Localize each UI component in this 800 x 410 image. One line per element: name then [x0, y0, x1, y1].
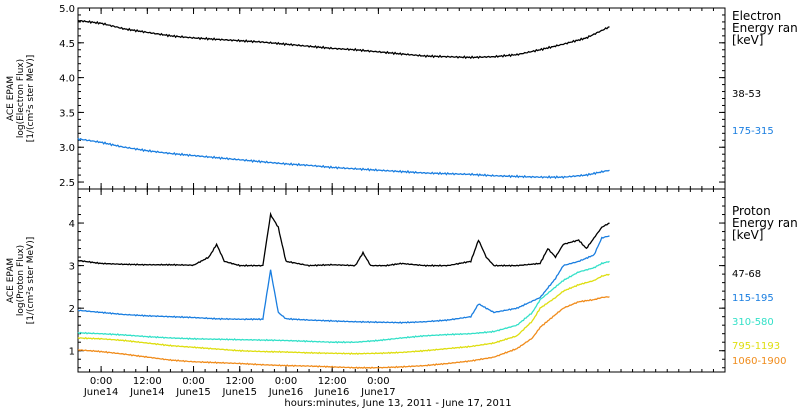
legend-item-38-53: 38-53	[732, 89, 761, 100]
series-line-38-53	[77, 19, 610, 60]
y-tick-label: 2.5	[59, 178, 75, 189]
x-axis-label: hours:minutes, June 13, 2011 - June 17, …	[284, 398, 511, 409]
series-line-795-1193	[77, 273, 610, 356]
x-tick-label-date: June17	[360, 387, 396, 398]
x-tick-label-time: 0:00	[90, 376, 112, 387]
x-tick-label-time: 0:00	[275, 376, 297, 387]
legend-item-175-315: 175-315	[732, 126, 774, 137]
y-tick-label: 3	[69, 262, 75, 273]
series-line-1060-1900	[77, 296, 610, 370]
x-tick-label-date: June15	[221, 387, 257, 398]
y-tick-label: 1	[69, 347, 75, 358]
plot-frame	[77, 188, 726, 373]
electron-panel: 2.5 3.0 3.5 4.0 4.5 5.0 ACE EPAM log(Electron F…	[6, 4, 798, 190]
y-tick-label: 4.0	[59, 74, 75, 85]
y-tick-label: 4	[69, 219, 75, 230]
x-tick-label-time: 0:00	[367, 376, 389, 387]
legend-title: Proton	[732, 204, 771, 218]
y-axis-label: [1/(cm²s ster MeV)]	[26, 55, 36, 142]
y-axis-label: ACE EPAM	[6, 258, 16, 303]
legend-title: Energy ran	[732, 21, 798, 35]
series-line-310-580	[77, 260, 610, 344]
plot-frame	[77, 7, 726, 190]
legend-title: Electron	[732, 9, 781, 23]
y-axis-label: log(Proton Flux)	[16, 245, 26, 316]
x-tick-label-date: June14	[83, 387, 119, 398]
series-line-115-195	[77, 235, 610, 325]
x-tick-label-date: June16	[314, 387, 350, 398]
series-line-175-315	[77, 137, 610, 180]
y-tick-label: 3.0	[59, 143, 75, 154]
legend-item-115-195: 115-195	[732, 293, 774, 304]
y-tick-label: 4.5	[59, 39, 75, 50]
legend-title: [keV]	[732, 228, 763, 242]
legend-title: Energy ran	[732, 216, 798, 230]
y-axis-label: [1/(cm²s ster MeV)]	[26, 237, 36, 324]
y-tick-label: 5.0	[59, 4, 75, 15]
y-tick-label: 3.5	[59, 108, 75, 119]
legend-title: [keV]	[732, 33, 763, 47]
x-tick-label-time: 12:00	[318, 376, 347, 387]
legend-item-795-1193: 795-1193	[732, 341, 780, 352]
legend-item-1060-1900: 1060-1900	[732, 356, 787, 367]
y-axis-label: ACE EPAM	[6, 76, 16, 121]
x-tick-label-date: June16	[268, 387, 304, 398]
y-tick-label: 2	[69, 304, 75, 315]
x-axis: hours:minutes, June 13, 2011 - June 17, …	[83, 376, 512, 409]
x-tick-label-time: 12:00	[133, 376, 162, 387]
x-tick-label-date: June14	[129, 387, 165, 398]
y-axis-label: log(Electron Flux)	[16, 59, 26, 138]
x-tick-label-time: 12:00	[225, 376, 254, 387]
proton-panel: 1 2 3 4 ACE EPAM log(Proton Flux) [1/(cm²s ste…	[6, 188, 798, 373]
legend-item-310-580: 310-580	[732, 317, 774, 328]
x-tick-label-date: June15	[175, 387, 211, 398]
x-tick-label-time: 0:00	[182, 376, 204, 387]
legend-item-47-68: 47-68	[732, 269, 761, 280]
series-line-47-68	[77, 211, 610, 268]
